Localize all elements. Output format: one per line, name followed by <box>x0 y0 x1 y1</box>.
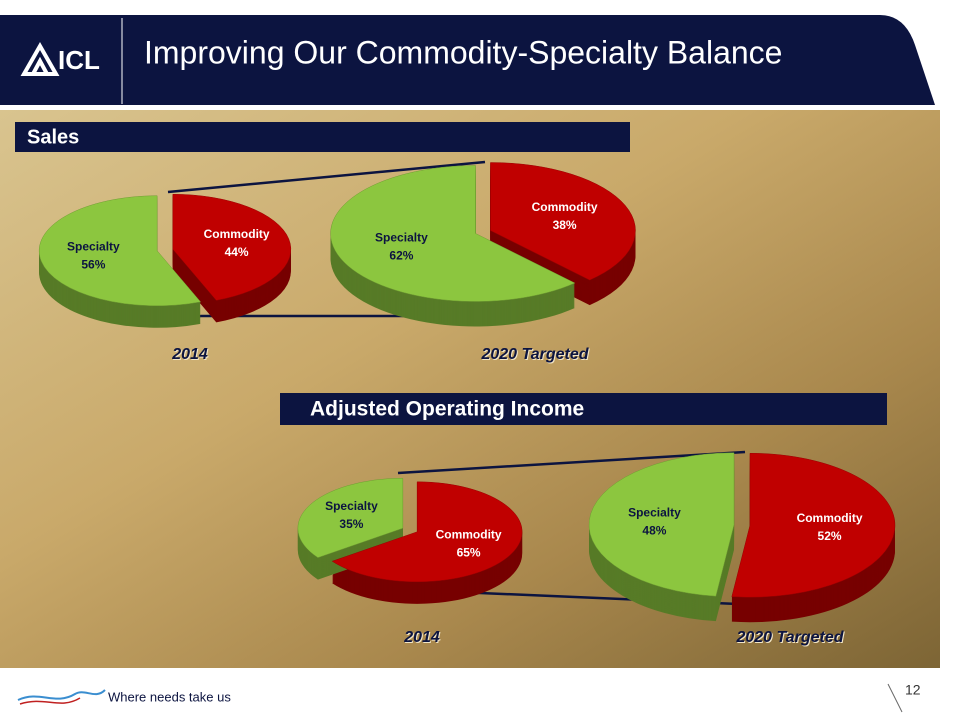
slice-category: Commodity <box>204 227 270 241</box>
slice-category: Commodity <box>436 527 502 541</box>
page-divider <box>887 683 903 713</box>
pie-slice <box>731 453 896 598</box>
pie-slice <box>490 162 636 281</box>
chart-title: 2020 Targeted <box>480 346 589 363</box>
section-bar <box>15 122 630 152</box>
chart-title: 2020 Targeted <box>735 629 844 646</box>
slice-value-label: 48% <box>642 523 666 537</box>
slice-value-label: 44% <box>225 245 249 259</box>
section-bar <box>280 393 887 425</box>
logo-text: ICL <box>58 45 100 75</box>
footer-swoosh <box>19 697 81 705</box>
pie-slice <box>38 195 202 306</box>
footer-swoosh <box>17 689 106 701</box>
pie-slice <box>330 165 576 302</box>
header-band <box>0 15 935 105</box>
slice-category: Specialty <box>67 240 120 254</box>
page-number: 12 <box>905 682 921 698</box>
footer <box>0 668 956 715</box>
slide-title: Improving Our Commodity-Specialty Balanc… <box>144 34 782 70</box>
connector <box>167 160 486 194</box>
slice-value-label: 56% <box>81 258 105 272</box>
slice-value-label: 38% <box>553 218 577 232</box>
slice-category: Commodity <box>797 511 863 525</box>
logo-mark <box>20 41 60 76</box>
slice-value-label: 62% <box>389 248 413 262</box>
pie-slice <box>297 477 404 558</box>
chart-title-shadow: 2014 <box>404 630 441 647</box>
slice-category: Specialty <box>375 230 428 244</box>
slice-value-label: 52% <box>818 529 842 543</box>
slice-value-label: 65% <box>457 545 481 559</box>
section-title: Sales <box>27 126 79 148</box>
chart-title: 2014 <box>403 629 440 646</box>
pie-slice <box>172 193 292 301</box>
slice-category: Specialty <box>628 505 681 519</box>
connector <box>397 450 746 475</box>
pie-slice <box>331 481 523 583</box>
charts: Commodity 44% Specialty 56% 2014 2014 Commodit… <box>38 162 896 647</box>
slice-value-label: 35% <box>339 517 363 531</box>
footer-tagline: Where needs take us <box>108 689 231 704</box>
section-title: Adjusted Operating Income <box>310 398 584 421</box>
pie-slice <box>588 452 735 597</box>
chart-title-shadow: 2014 <box>172 347 209 364</box>
slice-category: Specialty <box>325 499 378 513</box>
chart-title: 2014 <box>171 346 208 363</box>
chart-title-shadow: 2020 Targeted <box>481 347 590 364</box>
slice-category: Commodity <box>532 200 598 214</box>
chart-title-shadow: 2020 Targeted <box>736 630 845 647</box>
